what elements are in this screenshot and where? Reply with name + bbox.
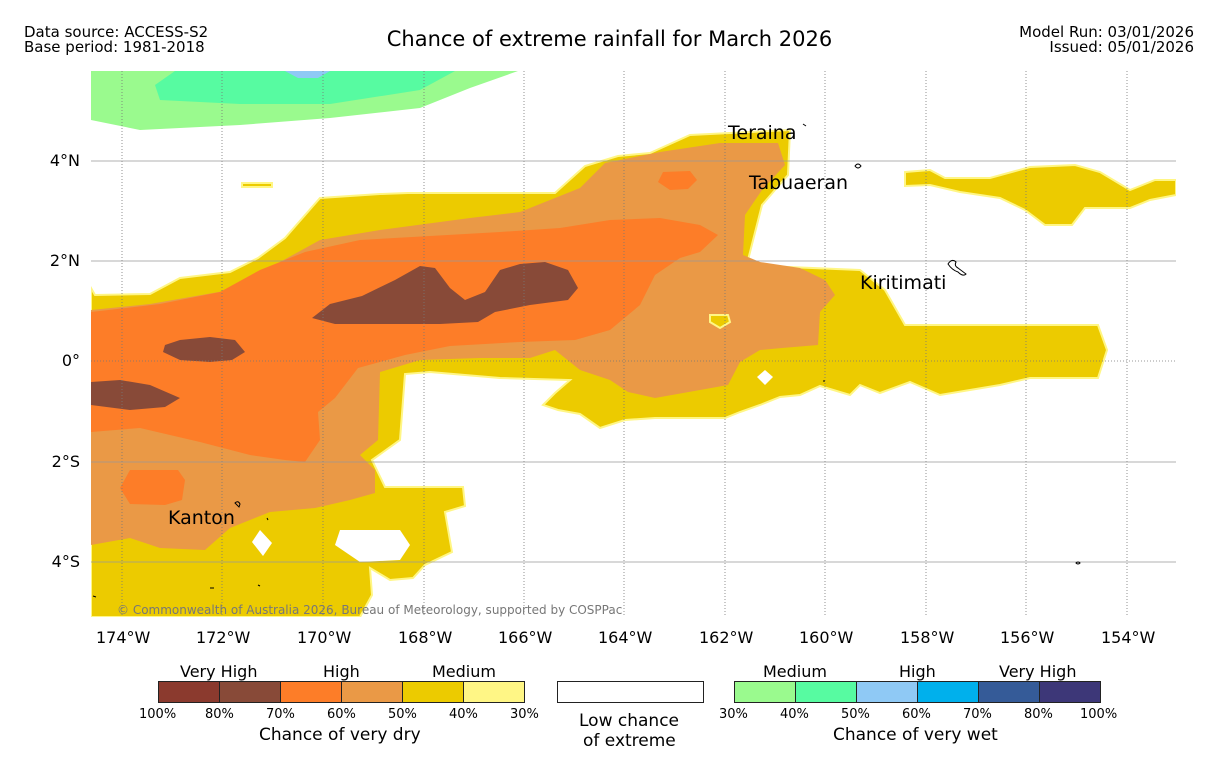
small-island [92, 595, 97, 598]
lon-tick: 170°W [297, 628, 352, 647]
legend-low-swatch [557, 681, 704, 703]
legend-wet-tick: 80% [1024, 707, 1053, 722]
legend-low-line2: of extreme [583, 731, 676, 751]
legend-dry-swatch [158, 681, 220, 703]
small-island [257, 584, 261, 587]
legend-dry-tick: 80% [205, 707, 234, 722]
legend-wet-tick: 40% [780, 707, 809, 722]
longitude-gridlines [121, 71, 1128, 617]
lon-tick: 174°W [96, 628, 151, 647]
legend-wet-tick: 50% [841, 707, 870, 722]
legend-dry-category: Medium [432, 662, 496, 681]
place-label-teraina: Teraina [728, 122, 797, 144]
legend-dry-title: Chance of very dry [259, 725, 421, 745]
issued-label: Issued: 05/01/2026 [1049, 38, 1194, 56]
lon-tick: 160°W [799, 628, 854, 647]
legend-dry-category: Very High [180, 662, 258, 681]
lat-tick: 4°N [49, 151, 80, 170]
base-period-label: Base period: 1981-2018 [24, 38, 205, 56]
legend-wet-swatch [795, 681, 857, 703]
place-label-kanton: Kanton [168, 507, 235, 529]
place-label-tabuaeran: Tabuaeran [749, 172, 849, 194]
legend-wet-swatch [978, 681, 1040, 703]
low-chance-hole [757, 370, 773, 385]
dry-60-70-region-north [658, 171, 697, 190]
dry-70-80-region-edge [91, 380, 180, 410]
low-chance-hole [252, 530, 272, 556]
small-island [1075, 561, 1081, 565]
legend-dry-category: High [323, 662, 360, 681]
lon-tick: 156°W [1000, 628, 1055, 647]
legend-wet-tick: 60% [902, 707, 931, 722]
small-island [266, 517, 269, 521]
data-source-label: Data source: ACCESS-S2 [24, 23, 209, 41]
legend-dry-tick: 40% [449, 707, 478, 722]
legend-wet-title: Chance of very wet [833, 725, 998, 745]
legend-dry-tick: 30% [510, 707, 539, 722]
lon-tick: 168°W [398, 628, 453, 647]
page-title: Chance of extreme rainfall for March 202… [386, 27, 833, 51]
lon-tick: 162°W [699, 628, 754, 647]
dry-40-50-region-east [904, 163, 1176, 226]
dry-70-80-region-w [163, 337, 245, 362]
dry-60-70-region-sw [120, 470, 185, 505]
lat-tick: 0° [61, 351, 80, 370]
legend-wet-swatch [1039, 681, 1101, 703]
lat-tick: 4°S [51, 552, 80, 571]
legend-dry-tick: 50% [388, 707, 417, 722]
place-label-kiritimati: Kiritimati [860, 272, 947, 294]
copyright-credit: © Commonwealth of Australia 2026, Bureau… [117, 603, 623, 617]
legend-dry-swatch [341, 681, 403, 703]
legend-wet-tick: 30% [719, 707, 748, 722]
lon-tick: 166°W [498, 628, 553, 647]
lon-tick: 164°W [598, 628, 653, 647]
legend-dry-tick: 100% [139, 707, 177, 722]
legend-wet-swatch [734, 681, 796, 703]
island-outlines [92, 123, 1081, 598]
kanton-island [234, 501, 241, 508]
legend-low-line1: Low chance [579, 711, 679, 731]
kiritimati-island [947, 259, 967, 276]
legend-wet-category: High [899, 662, 936, 681]
legend-dry-swatch [463, 681, 525, 703]
legend-dry-tick: 60% [327, 707, 356, 722]
model-run-label: Model Run: 03/01/2026 [1019, 23, 1194, 41]
lat-tick: 2°S [51, 452, 80, 471]
low-chance-hole [335, 530, 410, 562]
legend-dry-swatch [219, 681, 281, 703]
lon-tick: 158°W [900, 628, 955, 647]
legend-wet-category: Very High [999, 662, 1077, 681]
lon-tick: 172°W [196, 628, 251, 647]
lon-tick: 154°W [1101, 628, 1156, 647]
legend-wet-category: Medium [763, 662, 827, 681]
legend-dry-swatch [280, 681, 342, 703]
legend-wet-swatch [856, 681, 918, 703]
legend-dry-swatch [402, 681, 464, 703]
teraina-island [802, 123, 807, 127]
wet-50-60-region [285, 71, 330, 78]
dry-70-80-region [312, 262, 578, 324]
lat-tick: 2°N [49, 251, 80, 270]
legend-dry-tick: 70% [266, 707, 295, 722]
dry-40-50-region-small [241, 182, 273, 188]
tabuaeran-island [854, 163, 862, 169]
legend-wet-tick: 70% [963, 707, 992, 722]
wet-40-50-region [155, 71, 455, 104]
latitude-gridlines [91, 160, 1176, 563]
legend-wet-swatch [917, 681, 979, 703]
legend-wet-tick: 100% [1080, 707, 1118, 722]
